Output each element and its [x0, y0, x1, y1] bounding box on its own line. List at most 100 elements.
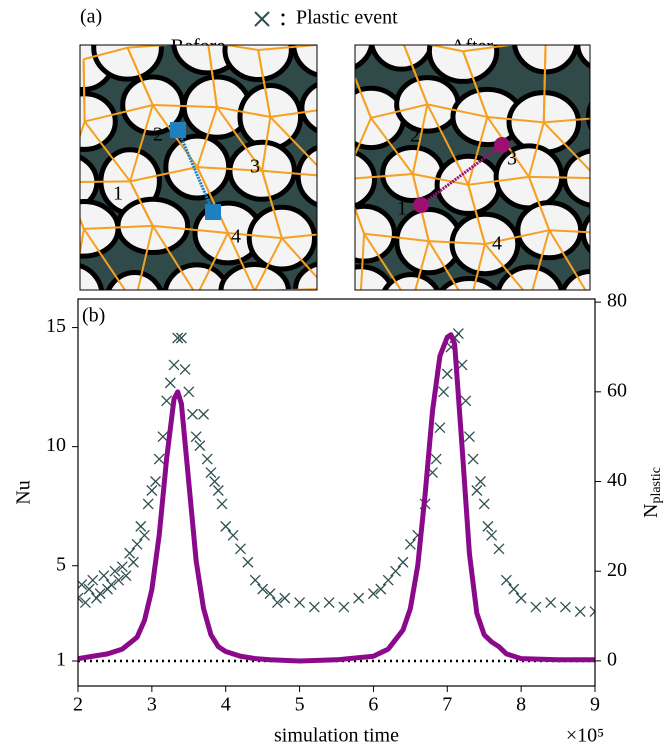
legend-colon: [282, 23, 285, 26]
cell: [435, 278, 503, 335]
plastic-event: [383, 575, 393, 585]
nu-curve: [78, 335, 595, 661]
plastic-event: [324, 598, 334, 608]
plastic-event: [494, 544, 504, 554]
plastic-event: [180, 364, 190, 374]
contact-edge: [328, 176, 350, 231]
y-axis-label: Nu: [13, 480, 35, 504]
plastic-event: [125, 548, 135, 558]
plastic-event: [187, 409, 197, 419]
cell-label: 1: [397, 198, 407, 220]
cell-label: 4: [492, 233, 502, 255]
cell: [589, 87, 653, 145]
plastic-event: [139, 530, 149, 540]
cell-label: 2: [410, 125, 420, 147]
plastic-event: [250, 575, 260, 585]
y-tick-label: 15: [46, 315, 66, 337]
contact-edge: [73, 297, 135, 305]
cell-label: 1: [113, 183, 123, 205]
plastic-event: [435, 423, 445, 433]
plastic-event: [217, 499, 227, 509]
y2-axis-label-sub: plastic: [649, 467, 664, 504]
plastic-event: [295, 598, 305, 608]
x-tick-label: 9: [590, 694, 600, 716]
plastic-event: [154, 454, 164, 464]
contact-edge: [328, 108, 337, 177]
plastic-event: [143, 499, 153, 509]
y2-tick-label: 20: [607, 559, 627, 581]
plastic-event: [476, 477, 486, 487]
cell: [583, 207, 642, 259]
legend-label: Plastic event: [296, 7, 398, 29]
plastic-event: [479, 499, 489, 509]
node: [170, 122, 186, 138]
plastic-event: [501, 575, 511, 585]
plastic-event: [442, 369, 452, 379]
contact-edge: [411, 306, 469, 308]
contact-edge: [327, 231, 350, 289]
plot-area: [73, 329, 600, 661]
x-offset-label: ×10⁵: [566, 725, 604, 747]
x-tick-label: 7: [442, 694, 452, 716]
plastic-event: [235, 544, 245, 554]
cell-label: 4: [231, 226, 241, 248]
node: [413, 197, 429, 213]
contact-edge: [197, 291, 255, 295]
legend-colon: [282, 14, 285, 17]
contact-edge: [597, 178, 613, 233]
plastic-event: [398, 557, 408, 567]
before-image: 1234: [32, 11, 380, 336]
contact-edge: [609, 45, 621, 116]
cell-label: 3: [250, 156, 260, 178]
cell: [221, 265, 289, 318]
plastic-event: [88, 575, 98, 585]
plastic-event: [531, 602, 541, 612]
y-tick-label: 1: [56, 649, 66, 671]
plastic-event: [165, 378, 175, 388]
plot: 23456789151015020406080(b)simulation tim…: [13, 290, 665, 747]
y-tick-label: 5: [56, 553, 66, 575]
contact-edge: [326, 44, 337, 108]
plastic-event: [213, 485, 223, 495]
plastic-event: [546, 598, 556, 608]
plastic-event: [354, 593, 364, 603]
plastic-event: [391, 566, 401, 576]
y2-tick-label: 0: [607, 648, 617, 670]
plastic-event: [243, 557, 253, 567]
cell-label: 3: [507, 148, 517, 170]
plastic-event: [162, 396, 172, 406]
plastic-event: [468, 454, 478, 464]
plastic-event: [128, 557, 138, 567]
plastic-event: [575, 607, 585, 617]
plastic-event: [132, 539, 142, 549]
contact-edge: [84, 59, 85, 121]
panel-label: (a): [80, 6, 102, 28]
y2-tick-label: 60: [607, 379, 627, 401]
y2-axis-label: Nplastic: [640, 467, 665, 518]
plastic-event: [405, 539, 415, 549]
plastic-event: [309, 602, 319, 612]
plastic-event: [439, 387, 449, 397]
plastic-event: [184, 387, 194, 397]
plastic-event: [339, 602, 349, 612]
plastic-event: [202, 454, 212, 464]
plastic-event: [560, 602, 570, 612]
plastic-event: [453, 329, 463, 339]
contact-edge: [529, 177, 597, 178]
legend-marker: [255, 12, 269, 26]
after-image: 1 2 3 4: [308, 9, 653, 337]
plastic-event: [147, 485, 157, 495]
plastic-event: [431, 454, 441, 464]
plastic-event: [210, 477, 220, 487]
x-axis-label: simulation time: [274, 725, 399, 747]
plastic-event: [516, 593, 526, 603]
x-tick-label: 4: [221, 694, 231, 716]
cell: [381, 275, 442, 337]
plastic-event: [169, 360, 179, 370]
plastic-event: [221, 521, 231, 531]
plastic-event: [151, 477, 161, 487]
contact-edge: [597, 116, 620, 178]
plastic-event: [195, 441, 205, 451]
contact-edge: [135, 296, 197, 305]
plastic-event: [487, 530, 497, 540]
